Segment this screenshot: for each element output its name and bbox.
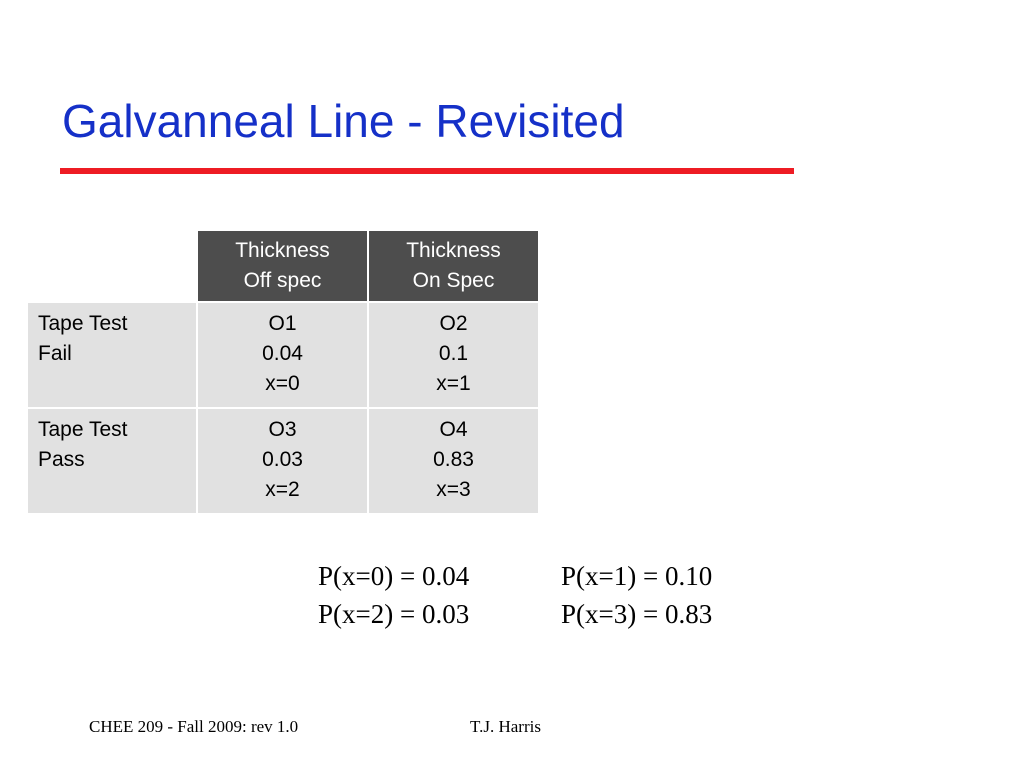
column-header-line: Thickness <box>406 239 501 262</box>
probability-expression: P(x=1) = 0.10 <box>561 561 713 591</box>
cell-probability: 0.04 <box>262 342 303 365</box>
cell-outcome-id: O4 <box>439 418 468 441</box>
row-header-line: Pass <box>38 448 85 471</box>
cell-outcome-id: O1 <box>268 312 297 335</box>
cell-probability: 0.03 <box>262 448 303 471</box>
table-cell-o2: O2 0.1 x=1 <box>367 301 540 409</box>
row-header-tape-test-fail: Tape Test Fail <box>26 301 198 409</box>
row-header-line: Fail <box>38 342 72 365</box>
cell-outcome-id: O3 <box>268 418 297 441</box>
title-underline <box>60 168 794 174</box>
column-header-on-spec: Thickness On Spec <box>367 229 540 303</box>
probability-expression: P(x=2) = 0.03 <box>318 599 470 629</box>
table-corner-cell <box>26 229 198 303</box>
table-cell-o1: O1 0.04 x=0 <box>196 301 369 409</box>
row-header-line: Tape Test <box>38 418 128 441</box>
probability-expression: P(x=3) = 0.83 <box>561 599 713 629</box>
table-cell-o3: O3 0.03 x=2 <box>196 407 369 515</box>
table-row: Tape Test Pass O3 0.03 x=2 O4 0.83 x=3 <box>26 407 540 515</box>
cell-outcome-id: O2 <box>439 312 468 335</box>
outcome-table: Thickness Off spec Thickness On Spec Tap… <box>26 229 540 515</box>
table-row: Tape Test Fail O1 0.04 x=0 O2 0.1 x=1 <box>26 301 540 409</box>
cell-probability: 0.83 <box>433 448 474 471</box>
cell-probability: 0.1 <box>438 342 469 365</box>
cell-x-value: x=0 <box>265 372 300 395</box>
cell-x-value: x=2 <box>265 478 300 501</box>
cell-x-value: x=1 <box>436 372 471 395</box>
probability-expression: P(x=0) = 0.04 <box>318 561 470 591</box>
column-header-off-spec: Thickness Off spec <box>196 229 369 303</box>
row-header-tape-test-pass: Tape Test Pass <box>26 407 198 515</box>
column-header-line: On Spec <box>412 269 495 292</box>
table-cell-o4: O4 0.83 x=3 <box>367 407 540 515</box>
footer-course: CHEE 209 - Fall 2009: rev 1.0 <box>89 717 299 736</box>
cell-x-value: x=3 <box>436 478 471 501</box>
column-header-line: Off spec <box>243 269 322 292</box>
footer-author: T.J. Harris <box>470 717 541 736</box>
row-header-line: Tape Test <box>38 312 128 335</box>
slide-title: Galvanneal Line - Revisited <box>62 95 625 147</box>
table-header-row: Thickness Off spec Thickness On Spec <box>26 229 540 303</box>
column-header-line: Thickness <box>235 239 330 262</box>
